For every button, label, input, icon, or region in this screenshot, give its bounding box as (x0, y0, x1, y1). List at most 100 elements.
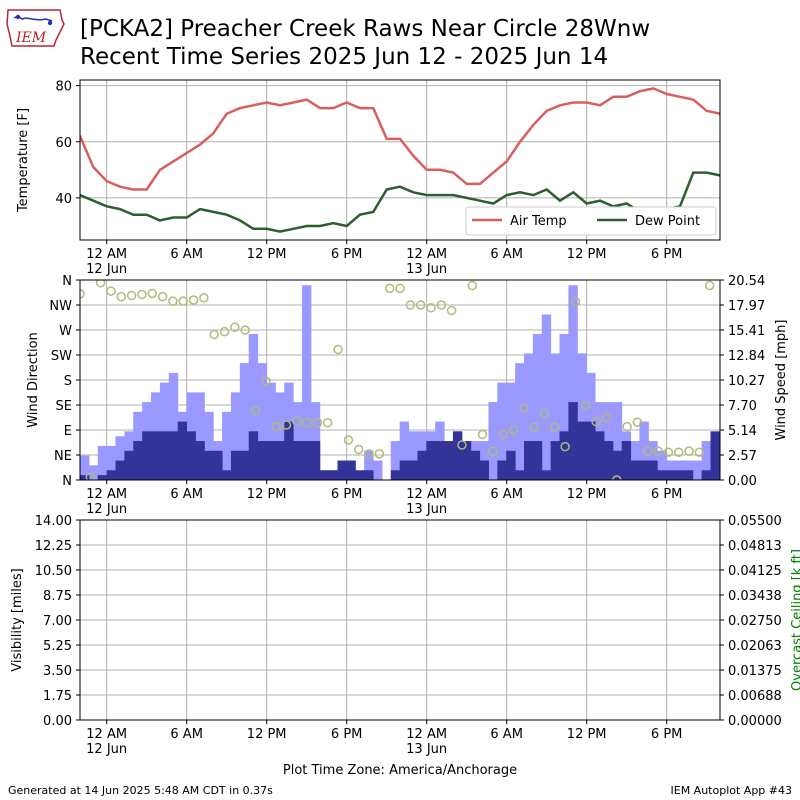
wind-gust-bar (168, 372, 179, 480)
visibility-tick-label: 8.75 (43, 589, 72, 604)
wind-speed-bar (337, 460, 347, 480)
wind-speed-bar (426, 441, 436, 480)
visibility-tick-label: 0.00 (43, 714, 72, 729)
x-tick-label: 6 PM (651, 247, 682, 262)
map-dot-icon (47, 20, 53, 26)
ceiling-tick-label: 0.04813 (728, 539, 782, 554)
wind-direction-point (457, 440, 467, 450)
wind-direction-point (240, 325, 250, 335)
wind-speed-bar (577, 421, 587, 480)
x-tick-label: 6 PM (331, 247, 362, 262)
wind-speed-bar (142, 431, 152, 480)
wind-direction-point (498, 429, 508, 440)
wind-speed-bar (461, 441, 472, 480)
wind-direction-point (353, 444, 364, 455)
wind-speed-bar (346, 460, 356, 480)
wind-speed-bar (284, 421, 294, 480)
wind-speed-bar (222, 470, 232, 480)
speed-tick-label: 12.84 (728, 349, 765, 364)
wind-speed-bar (532, 441, 543, 480)
speed-tick-label: 0.00 (728, 474, 757, 489)
x-tick-label: 12 AM (406, 247, 447, 262)
wind-direction-point (704, 280, 715, 291)
wind-direction-point (230, 322, 240, 332)
wind-direction-point (426, 303, 436, 313)
wind-direction-point (302, 418, 312, 428)
wind-speed-bar (666, 470, 676, 480)
direction-tick-label: SW (51, 349, 72, 364)
wind-direction-point (364, 449, 374, 459)
wind-gust-bar (364, 450, 374, 480)
x-tick-label: 6 AM (490, 247, 523, 262)
wind-gust-bar (550, 353, 561, 480)
x-tick-date-label: 12 Jun (86, 262, 127, 277)
wind-speed-bar (177, 421, 188, 480)
wind-direction-point (106, 286, 116, 296)
wind-speed-bar (310, 441, 321, 480)
wind-direction-point (157, 291, 168, 302)
wind-gust-bar (701, 441, 711, 480)
temperature-plot-frame (79, 79, 721, 241)
wind-speed-bar (230, 450, 241, 480)
y-tick-label: 60 (55, 136, 72, 151)
x-tick-label: 12 PM (247, 487, 287, 502)
wind-gust-bar (541, 314, 552, 480)
wind-speed-bar (168, 431, 179, 480)
x-tick-label: 12 PM (247, 247, 287, 262)
wind-plot-frame (79, 279, 721, 481)
ceiling-tick-label: 0.04125 (728, 564, 782, 579)
wind-gust-bar (239, 363, 250, 480)
visibility-tick-label: 12.25 (35, 539, 72, 554)
wind-speed-bar (80, 475, 90, 480)
wind-direction-point (147, 288, 158, 299)
wind-direction-point (312, 418, 323, 428)
wind-direction-point (581, 400, 591, 411)
wind-direction-point (467, 280, 478, 291)
ceiling-tick-label: 0.02750 (728, 614, 782, 629)
speed-tick-label: 2.57 (728, 449, 757, 464)
wind-gust-bar (559, 333, 569, 480)
ceiling-tick-label: 0.03438 (728, 589, 782, 604)
x-tick-label: 6 PM (331, 487, 362, 502)
wind-direction-point (250, 405, 261, 416)
wind-speed-bar (390, 470, 401, 480)
x-tick-date-label: 13 Jun (406, 742, 447, 757)
wind-speed-bar (603, 441, 614, 480)
wind-direction-point (405, 300, 416, 310)
x-tick-label: 6 PM (651, 487, 682, 502)
wind-gust-bar (80, 455, 90, 480)
x-tick-label: 12 PM (247, 727, 287, 742)
wind-speed-bar (417, 450, 427, 480)
wind-gust-bar (577, 353, 587, 480)
wind-speed-bar (515, 470, 525, 480)
wind-speed-bar (559, 431, 569, 480)
wind-speed-bar (266, 441, 276, 480)
wind-speed-bar (710, 431, 720, 480)
ceiling-tick-label: 0.02063 (728, 639, 782, 654)
x-tick-label: 6 AM (490, 727, 523, 742)
wind-speed-bar (204, 450, 214, 480)
wind-direction-point (85, 472, 96, 480)
visibility-tick-label: 1.75 (43, 689, 72, 704)
wind-direction-point (395, 283, 405, 294)
wind-gust-bar (506, 382, 516, 480)
temperature-axis-label: Temperature [F] (16, 108, 31, 213)
wind-direction-point (178, 296, 188, 306)
wind-direction-point (126, 290, 137, 301)
wind-speed-axis-label: Wind Speed [mph] (774, 320, 789, 441)
wind-gust-bar (97, 445, 108, 480)
legend-box (465, 206, 717, 236)
legend-label-air-temp: Air Temp (510, 214, 567, 229)
wind-direction-point (477, 429, 488, 440)
visibility-tick-label: 14.00 (35, 514, 72, 529)
wind-speed-bar (657, 470, 667, 480)
legend-label-dew-point: Dew Point (635, 214, 700, 229)
wind-speed-bar (470, 450, 481, 480)
wind-speed-bar (328, 470, 339, 480)
wind-direction-point (632, 417, 643, 427)
wind-speed-bar (302, 441, 312, 480)
wind-gust-bar (106, 445, 117, 480)
wind-speed-bar (444, 441, 454, 480)
wind-direction-point (642, 446, 653, 456)
wind-direction-point (446, 305, 457, 316)
